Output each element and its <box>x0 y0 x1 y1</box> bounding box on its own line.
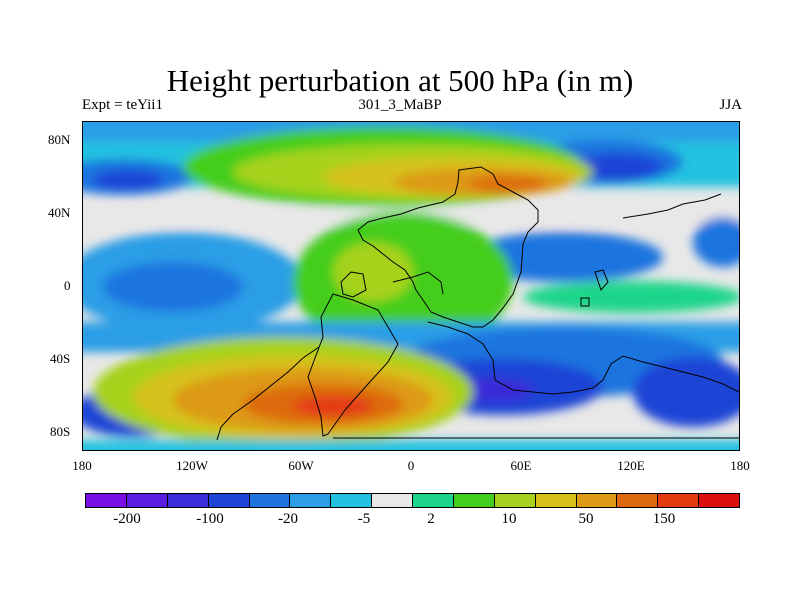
lat-tick-40s: 40S <box>50 351 71 366</box>
lon-tick-60e: 60E <box>510 458 532 473</box>
lon-tick-120w: 120W <box>176 458 208 473</box>
colorbar <box>85 493 740 508</box>
lon-tick-60w: 60W <box>288 458 314 473</box>
colorbar-label-minus-100: -100 <box>196 511 224 527</box>
colorbar-box-15 <box>699 494 739 507</box>
colorbar-label-minus-200: -200 <box>113 511 141 527</box>
colorbar-label-10: 10 <box>501 511 517 527</box>
colorbar-box-6 <box>331 494 373 507</box>
coastlines <box>216 166 739 441</box>
height-contours <box>83 122 739 450</box>
colorbar-box-12 <box>576 494 618 507</box>
colorbar-label-2: 2 <box>427 511 435 527</box>
plot-title: Height perturbation at 500 hPa (in m) <box>166 63 634 98</box>
lon-tick-180e: 180 <box>730 458 750 473</box>
lat-tick-0: 0 <box>64 278 71 293</box>
colorbar-label-minus-5: -5 <box>357 511 371 527</box>
colorbar-box-5 <box>290 494 332 507</box>
colorbar-label-150: 150 <box>652 511 676 527</box>
colorbar-box-1 <box>126 494 168 507</box>
map-panel <box>82 121 740 451</box>
colorbar-box-14 <box>658 494 700 507</box>
run-label: 301_3_MaBP <box>358 97 442 113</box>
lon-tick-120e: 120E <box>617 458 645 473</box>
lat-tick-80s: 80S <box>50 424 71 439</box>
lat-tick-40n: 40N <box>48 205 71 220</box>
colorbar-label-50: 50 <box>578 511 594 527</box>
colorbar-box-11 <box>535 494 577 507</box>
colorbar-box-7 <box>372 494 413 507</box>
colorbar-box-13 <box>617 494 659 507</box>
colorbar-box-8 <box>413 494 454 507</box>
colorbar-box-10 <box>494 494 536 507</box>
colorbar-box-4 <box>249 494 291 507</box>
season-label: JJA <box>719 97 742 113</box>
lon-tick-0: 0 <box>407 458 415 473</box>
contour-map <box>83 122 739 450</box>
lat-tick-80n: 80N <box>48 132 71 147</box>
colorbar-label-minus-20: -20 <box>278 511 298 527</box>
colorbar-box-0 <box>86 494 127 507</box>
colorbar-box-3 <box>208 494 250 507</box>
experiment-label: Expt = teYii1 <box>82 97 163 113</box>
colorbar-box-2 <box>167 494 209 507</box>
lon-tick-180w: 180 <box>72 458 92 473</box>
colorbar-box-9 <box>453 494 495 507</box>
